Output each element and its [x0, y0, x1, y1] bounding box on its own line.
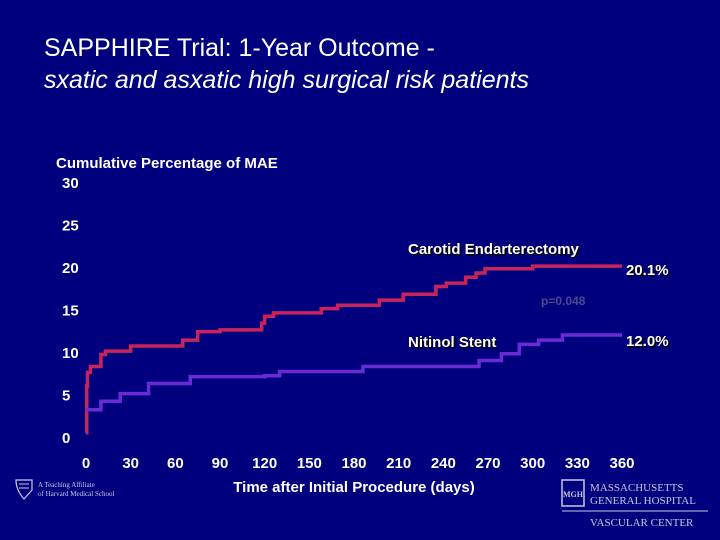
- logo-right-line1: MASSACHUSETTS: [590, 482, 684, 494]
- y-tick-label: 0: [62, 430, 70, 447]
- series-name-label: Nitinol Stent: [408, 334, 496, 351]
- x-tick-label: 180: [341, 455, 366, 472]
- mgh-shield-icon: MGH: [561, 479, 585, 507]
- p-value-annotation: p=0.048: [541, 294, 586, 308]
- x-tick-label: 240: [431, 455, 456, 472]
- mgh-vascular-logo: MGH MASSACHUSETTS GENERAL HOSPITAL VASCU…: [561, 479, 708, 529]
- x-tick-label: 30: [122, 455, 139, 472]
- x-tick-label: 270: [475, 455, 500, 472]
- x-tick-label: 300: [520, 455, 545, 472]
- series-name-shadow: Nitinol Stent: [410, 336, 498, 353]
- series-name-label: Carotid Endarterectomy: [408, 241, 580, 258]
- x-tick-label: 0: [82, 455, 90, 472]
- y-tick-label: 10: [62, 345, 79, 362]
- logo-right-line2: GENERAL HOSPITAL: [590, 495, 696, 507]
- x-tick-label: 330: [565, 455, 590, 472]
- chart-axes: Cumulative Percentage of MAE 0 5 10 15 20 25 30…: [56, 155, 635, 496]
- slide-subtitle: sxatic and asxatic high surgical risk pa…: [44, 66, 529, 94]
- end-value-shadow: 20.1%: [628, 264, 671, 281]
- series-line-0: [84, 264, 622, 435]
- y-tick-label: 20: [62, 260, 79, 277]
- x-tick-label: 90: [212, 455, 229, 472]
- logo-left-line2: of Harvard Medical School: [38, 490, 114, 498]
- x-tick-label: 210: [386, 455, 411, 472]
- y-axis-title: Cumulative Percentage of MAE: [56, 155, 278, 172]
- x-tick-label: 360: [609, 455, 634, 472]
- x-tick-label: 60: [167, 455, 184, 472]
- y-tick-label: 5: [62, 388, 70, 405]
- end-value-label: 20.1%: [626, 262, 669, 279]
- end-value-label: 12.0%: [626, 333, 669, 350]
- logo-right-line3: VASCULAR CENTER: [590, 517, 694, 529]
- harvard-shield-icon: [15, 479, 33, 500]
- harvard-affiliate-logo: A Teaching Affiliate of Harvard Medical …: [15, 479, 114, 500]
- end-value-shadow: 12.0%: [628, 335, 671, 352]
- y-tick-label: 15: [62, 303, 79, 320]
- series-name-shadow: Carotid Endarterectomy: [410, 243, 582, 260]
- svg-text:MGH: MGH: [563, 490, 584, 499]
- chart-series: [84, 264, 622, 435]
- slide-title: SAPPHIRE Trial: 1-Year Outcome -: [44, 34, 435, 62]
- x-axis-title: Time after Initial Procedure (days): [233, 479, 474, 496]
- series-line-1: [86, 333, 622, 412]
- logo-left-line1: A Teaching Affiliate: [38, 481, 95, 489]
- x-tick-label: 150: [297, 455, 322, 472]
- x-tick-label: 120: [252, 455, 277, 472]
- y-tick-label: 25: [62, 218, 79, 235]
- y-tick-label: 30: [62, 175, 79, 192]
